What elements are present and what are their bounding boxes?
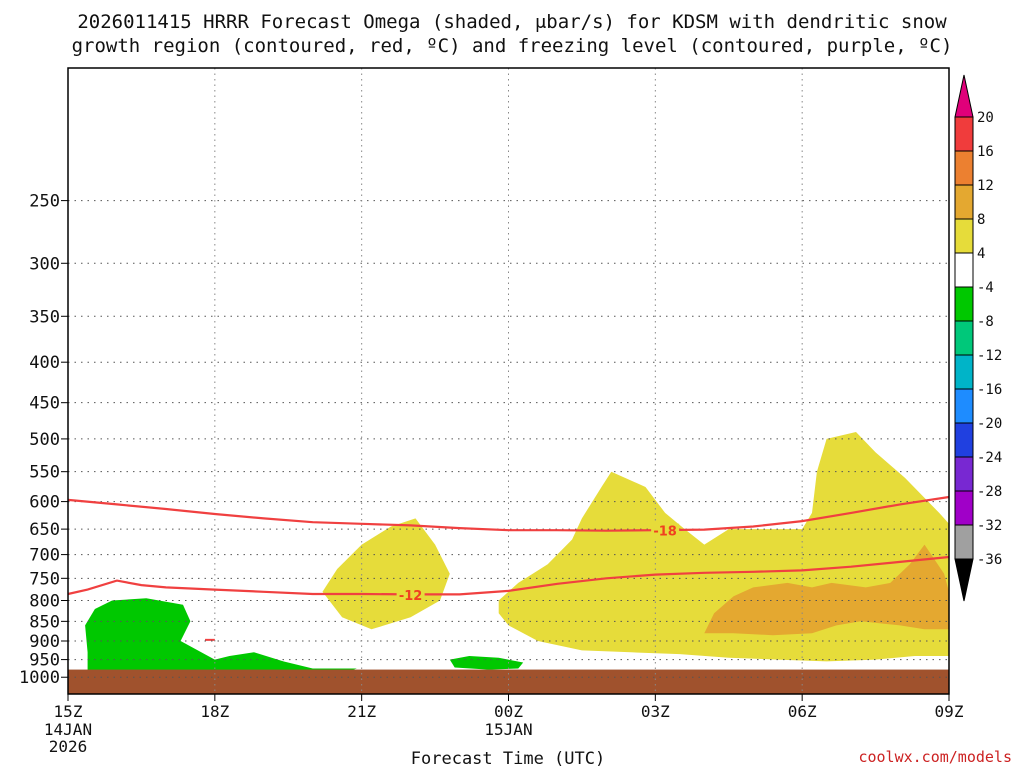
omega-region-0 — [322, 518, 450, 630]
colorbar-segment — [954, 422, 974, 458]
colorbar: 20 16 12 8 4 -4 -8 -12 -16 -20 -24 -28 -32 -36 — [954, 74, 1002, 602]
colorbar-segment — [954, 184, 974, 220]
y-tick-label: 700 — [29, 546, 60, 566]
colorbar-label: -20 — [977, 416, 1002, 432]
y-tick-label: 800 — [29, 592, 60, 612]
dendritic-contours: -18 -12 — [67, 495, 950, 604]
x-tick-label: 15Z — [54, 702, 83, 721]
colorbar-label: -24 — [977, 450, 1002, 466]
omega-region-4 — [449, 656, 524, 670]
x-tick-sublabel: 14JAN — [44, 720, 92, 739]
y-tick-label: 300 — [29, 254, 60, 274]
contour-label-bg — [651, 523, 680, 538]
colorbar-label: -4 — [977, 280, 994, 296]
y-tick-label: 400 — [29, 353, 60, 373]
x-tick-label: 09Z — [935, 702, 964, 721]
y-tick-label: 600 — [29, 493, 60, 513]
y-tick-label: 1000 — [19, 668, 60, 688]
y-tick-label: 750 — [29, 569, 60, 589]
x-tick-sublabel: 2026 — [49, 737, 88, 756]
omega-region-3 — [85, 598, 357, 674]
y-tick-label: 450 — [29, 394, 60, 414]
colorbar-label: 12 — [977, 178, 994, 194]
y-tick-label: 850 — [29, 612, 60, 632]
x-tick-label: 03Z — [641, 702, 670, 721]
colorbar-segment — [954, 150, 974, 186]
colorbar-top-arrow — [954, 74, 974, 118]
colorbar-label: 8 — [977, 212, 985, 228]
y-tick-label: 950 — [29, 651, 60, 671]
colorbar-segment — [954, 524, 974, 560]
x-tick-label: 06Z — [788, 702, 817, 721]
x-tick-label: 21Z — [347, 702, 376, 721]
y-axis-ticks: 2503003504004505005506006507007508008509… — [19, 192, 68, 688]
colorbar-bottom-arrow — [954, 558, 974, 602]
y-tick-label: 250 — [29, 192, 60, 212]
colorbar-segment — [954, 354, 974, 390]
y-tick-label: 650 — [29, 520, 60, 540]
contour-label: -18 — [653, 525, 677, 540]
colorbar-label: 4 — [977, 246, 985, 262]
colorbar-label: -36 — [977, 552, 1002, 568]
colorbar-label: 16 — [977, 144, 994, 160]
contour-line--12 — [67, 555, 950, 596]
y-tick-label: 350 — [29, 307, 60, 327]
colorbar-segment — [954, 490, 974, 526]
colorbar-segment — [954, 218, 974, 254]
colorbar-label: -8 — [977, 314, 994, 330]
colorbar-label: -28 — [977, 484, 1002, 500]
colorbar-segment — [954, 286, 974, 322]
colorbar-segment — [954, 320, 974, 356]
contour-label: -12 — [399, 589, 423, 604]
credit-text: coolwx.com/models — [858, 748, 1012, 766]
colorbar-label: -12 — [977, 348, 1002, 364]
colorbar-label: 20 — [977, 110, 994, 126]
y-tick-label: 900 — [29, 632, 60, 652]
chart-title-line-2: growth region (contoured, red, ºC) and f… — [72, 35, 953, 57]
x-tick-label: 00Z — [494, 702, 523, 721]
colorbar-segment — [954, 252, 974, 288]
contour-label-bg — [396, 587, 425, 602]
chart-title-line-1: 2026011415 HRRR Forecast Omega (shaded, … — [77, 11, 947, 33]
colorbar-segment — [954, 116, 974, 152]
omega-region-2 — [704, 544, 949, 636]
x-tick-sublabel: 15JAN — [484, 720, 532, 739]
colorbar-label: -16 — [977, 382, 1002, 398]
colorbar-label: -32 — [977, 518, 1002, 534]
contour-line--18 — [67, 495, 950, 532]
x-axis-label: Forecast Time (UTC) — [411, 749, 605, 768]
x-tick-label: 18Z — [200, 702, 229, 721]
colorbar-segment — [954, 456, 974, 492]
y-tick-label: 550 — [29, 463, 60, 483]
y-tick-label: 500 — [29, 430, 60, 450]
colorbar-segment — [954, 388, 974, 424]
